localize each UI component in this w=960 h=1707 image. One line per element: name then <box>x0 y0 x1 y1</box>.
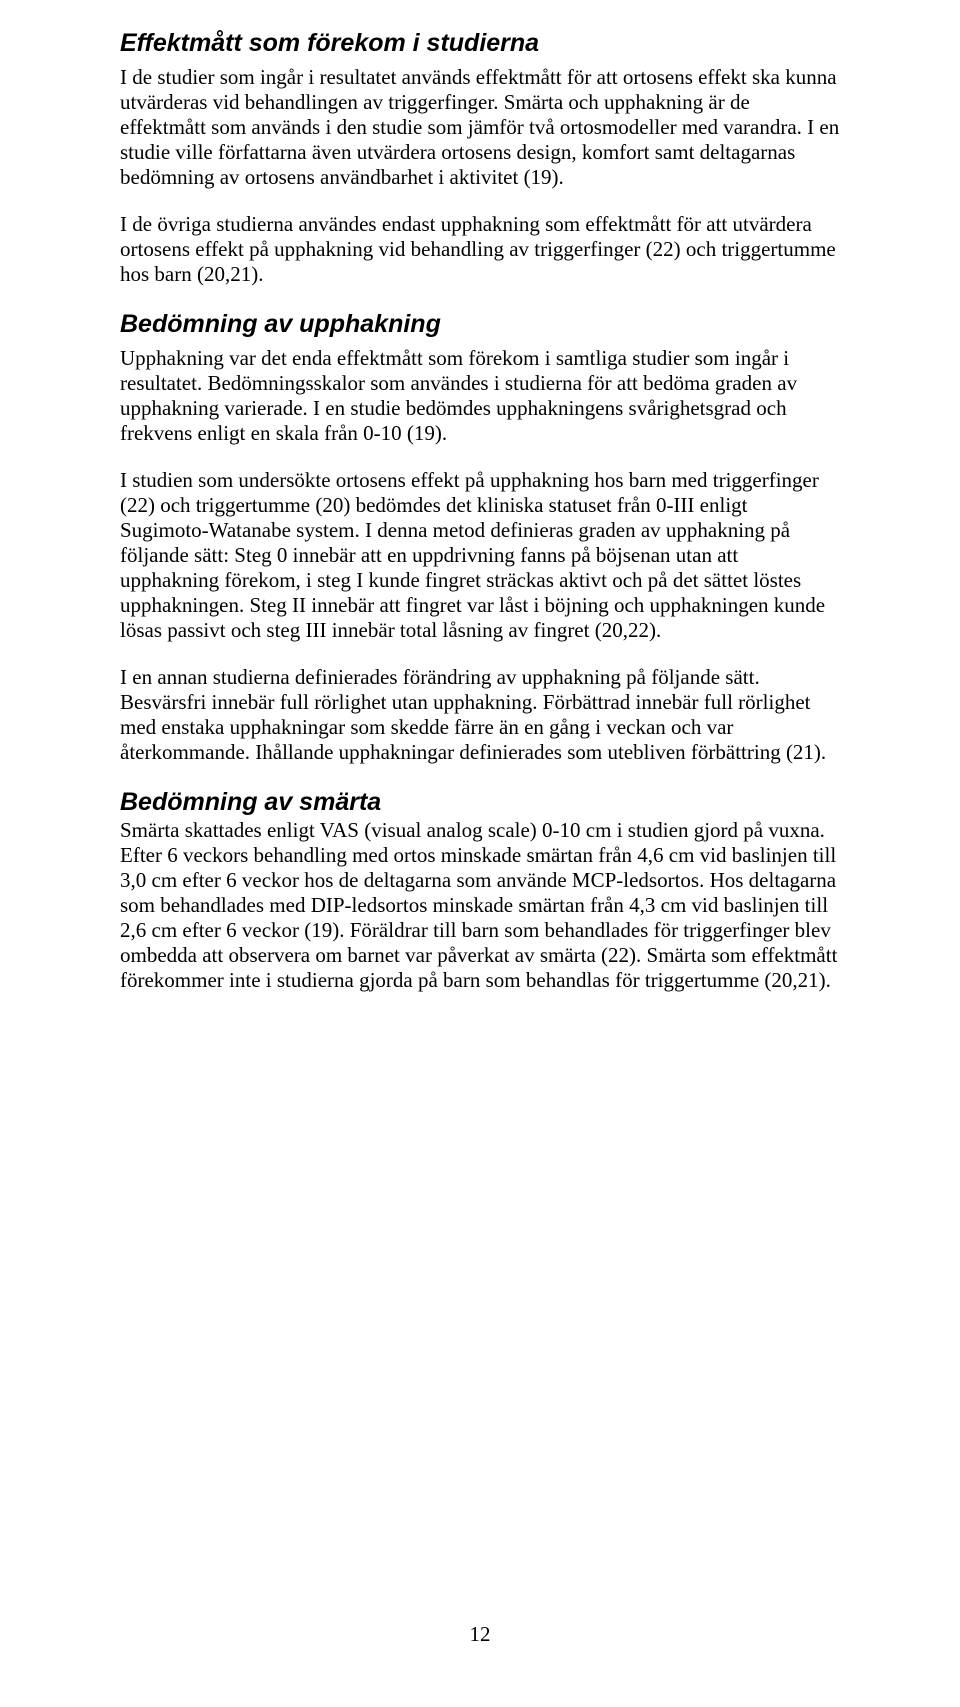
body-paragraph: I en annan studierna definierades föränd… <box>120 665 840 765</box>
body-paragraph: I de övriga studierna användes endast up… <box>120 212 840 287</box>
body-paragraph: I de studier som ingår i resultatet anvä… <box>120 65 840 190</box>
section-heading-upphakning: Bedömning av upphakning <box>120 309 840 340</box>
section-heading-effektmatt: Effektmått som förekom i studierna <box>120 28 840 59</box>
page-number: 12 <box>0 1622 960 1647</box>
body-paragraph: Smärta skattades enligt VAS (visual anal… <box>120 818 837 992</box>
body-paragraph: Upphakning var det enda effektmått som f… <box>120 346 840 446</box>
section-smarta: Bedömning av smärta Smärta skattades enl… <box>120 787 840 993</box>
body-paragraph: I studien som undersökte ortosens effekt… <box>120 468 840 643</box>
section-heading-smarta: Bedömning av smärta <box>120 788 381 816</box>
document-page: Effektmått som förekom i studierna I de … <box>0 0 960 1707</box>
